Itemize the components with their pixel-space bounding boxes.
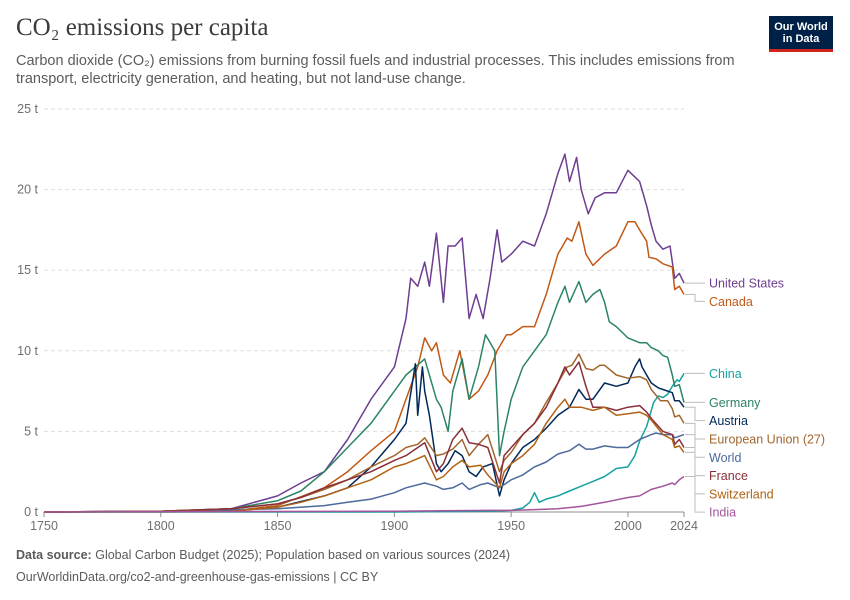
legend-connector [685,406,705,422]
owid-logo[interactable]: Our World in Data [769,16,833,52]
series-line-india[interactable] [43,475,685,513]
y-tick-label: 0 t [24,505,38,519]
page-title: CO₂ emissions per capita [16,14,269,41]
legend-label[interactable]: France [709,469,748,483]
legend-label[interactable]: China [709,367,742,381]
series-line-united-states[interactable] [43,153,685,513]
gridlines [44,108,684,513]
legend-label[interactable]: Switzerland [709,487,774,501]
x-tick-label: 2000 [614,519,642,533]
legend-label[interactable]: European Union (27) [709,432,825,446]
chart-subtitle: Carbon dioxide (CO₂) emissions from burn… [16,53,735,87]
logo-line-2: in Data [782,33,820,45]
series-line-france[interactable] [43,361,685,513]
y-tick-label: 25 t [17,102,38,116]
legend-connector [685,476,705,513]
legend-connector [685,422,705,440]
legend-label[interactable]: Germany [709,396,761,410]
legend-label[interactable]: United States [709,277,784,291]
series-line-switzerland[interactable] [43,398,685,513]
logo-line-1: Our World [774,21,828,33]
legend-label[interactable]: India [709,506,736,520]
series-line-world[interactable] [43,432,685,513]
legend-label[interactable]: World [709,451,741,465]
y-tick-label: 5 t [24,424,38,438]
series-lines [43,153,685,513]
legend-label[interactable]: Canada [709,295,753,309]
series-line-germany[interactable] [43,280,685,513]
legend-connector [685,293,705,302]
y-tick-label: 15 t [17,263,38,277]
data-source-label: Data source: [16,548,92,562]
x-tick-label: 2024 [670,519,698,533]
y-tick-label: 20 t [17,183,38,197]
legend: United States Canada China Germany Austria Eu… [685,277,825,520]
series-line-china[interactable] [44,373,685,513]
data-source-text: Global Carbon Budget (2025); Population … [95,548,511,562]
legend-connector [685,451,705,495]
series-line-canada[interactable] [44,221,685,513]
legend-label[interactable]: Austria [709,414,748,428]
legend-connector [685,434,705,458]
series-line-european-union-27[interactable] [43,353,685,513]
axes: 0 t 5 t 10 t 15 t 20 t 25 t 1750 1800 1850 1900 19… [17,102,698,533]
x-tick-label: 1750 [30,519,58,533]
x-tick-label: 1850 [264,519,292,533]
y-tick-label: 10 t [17,344,38,358]
x-tick-label: 1950 [497,519,525,533]
data-source-line: Data source: Global Carbon Budget (2025)… [16,548,510,562]
x-tick-label: 1800 [147,519,175,533]
x-tick-label: 1900 [380,519,408,533]
source-url[interactable]: OurWorldinData.org/co2-and-greenhouse-ga… [16,570,379,584]
series-line-austria[interactable] [43,358,685,513]
